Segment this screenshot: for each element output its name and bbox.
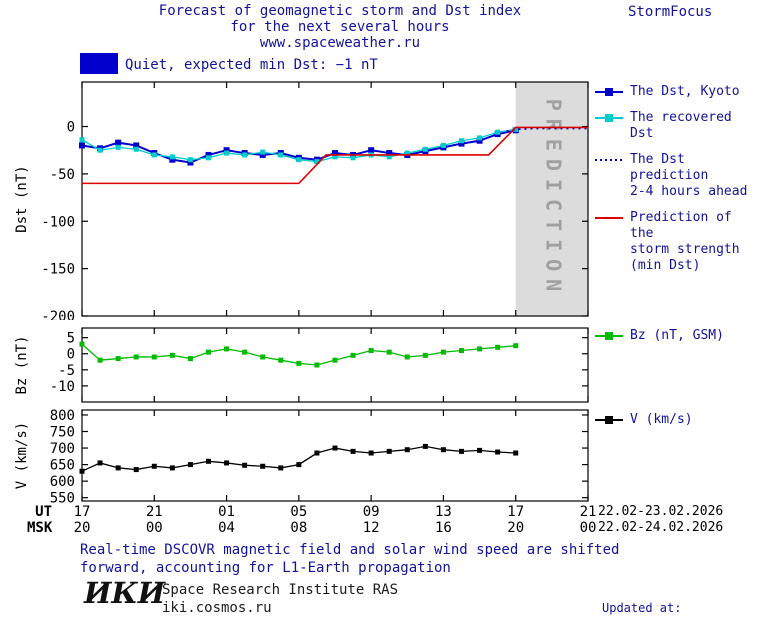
y-tick-label: -50 <box>50 167 75 183</box>
ut-tick-label: 05 <box>290 504 308 520</box>
y-tick-label: -150 <box>41 262 75 278</box>
y-tick-label: 0 <box>67 120 75 136</box>
ut-axis-label: UT <box>35 504 52 520</box>
legend-marker <box>595 332 623 340</box>
msk-axis-label: MSK <box>27 520 53 536</box>
y-axis-title: V (km/s) <box>14 422 30 489</box>
legend-label: V (km/s) <box>630 412 693 427</box>
msk-tick-label: 12 <box>362 520 380 536</box>
y-tick-label: -5 <box>58 363 75 379</box>
legend-marker <box>595 159 623 161</box>
legend-label: Prediction of the storm strength (min Ds… <box>630 210 740 273</box>
msk-tick-label: 08 <box>290 520 308 536</box>
ut-tick-label: 01 <box>218 504 235 520</box>
legend-item: The Dst, Kyoto <box>594 84 760 100</box>
legend-item: The recovered Dst <box>594 110 760 142</box>
x-axis-strip: UT MSK 17 20 21 00 01 04 05 08 09 12 13 16 17 20 21 00 … <box>0 504 760 540</box>
msk-tick-label: 04 <box>218 520 235 536</box>
updated-label: Updated at: <box>602 601 682 615</box>
plot-border <box>81 327 589 403</box>
legend-item: Prediction of the storm strength (min Ds… <box>594 210 760 274</box>
y-tick-label: 5 <box>67 331 75 347</box>
msk-tick-label: 00 <box>145 520 163 536</box>
ut-tick-label: 13 <box>434 504 452 520</box>
plot-border <box>81 81 589 317</box>
page-title: Forecast of geomagnetic storm and Dst in… <box>60 3 620 51</box>
series-v-km-s- <box>79 443 519 474</box>
institute-site: iki.cosmos.ru <box>162 600 272 616</box>
ut-tick-label: 21 <box>145 504 163 520</box>
y-tick-label: 700 <box>50 441 75 457</box>
msk-tick-label: 20 <box>507 520 525 536</box>
prediction-zone <box>515 82 588 316</box>
legend-label: Bz (nT, GSM) <box>630 328 724 343</box>
ut-tick-label: 21 <box>579 504 597 520</box>
title-line-1: Forecast of geomagnetic storm and Dst in… <box>158 3 522 19</box>
brand-stormfocus: StormFocus <box>628 4 713 20</box>
footnote: Real-time DSCOVR magnetic field and sola… <box>80 541 619 577</box>
series-the-recovered-dst <box>79 126 519 165</box>
iki-logo: ИКИ <box>84 576 166 610</box>
y-tick-label: 650 <box>50 458 75 474</box>
y-tick-label: 550 <box>50 491 75 505</box>
institute-name: Space Research Institute RAS <box>162 582 399 598</box>
legend-label: The recovered Dst <box>630 110 732 141</box>
y-tick-label: 750 <box>50 425 75 441</box>
dst-chart: PREDICTION 0 -50 -100 -150 -200 Dst (nT) <box>14 81 589 320</box>
y-tick-label: -100 <box>41 214 75 230</box>
legend-marker <box>595 416 623 424</box>
y-tick-label: -10 <box>50 379 75 395</box>
msk-tick-label: 20 <box>73 520 91 536</box>
legend-item: The Dst prediction 2-4 hours ahead <box>594 152 760 200</box>
y-tick-label: -200 <box>41 309 75 320</box>
series-prediction-of-the-storm-strength-min-dst- <box>82 126 588 185</box>
ut-tick-label: 09 <box>362 504 380 520</box>
status-color-swatch <box>80 53 118 74</box>
footnote-line-1: Real-time DSCOVR magnetic field and sola… <box>80 542 620 558</box>
y-tick-label: 800 <box>50 408 75 424</box>
legend-label: The Dst, Kyoto <box>630 84 740 99</box>
bz-legend: Bz (nT, GSM) <box>594 328 760 354</box>
dst-legend: The Dst, Kyoto The recovered Dst The Dst p… <box>594 84 760 284</box>
status-text: Quiet, expected min Dst: −1 nT <box>125 57 378 73</box>
y-axis-title: Dst (nT) <box>14 165 30 232</box>
v-legend: V (km/s) <box>594 412 760 438</box>
title-line-3: www.spaceweather.ru <box>259 35 421 51</box>
legend-label: The Dst prediction 2-4 hours ahead <box>630 152 748 199</box>
title-line-2: for the next several hours <box>230 19 450 35</box>
legend-marker <box>595 217 623 219</box>
legend-item: Bz (nT, GSM) <box>594 328 760 344</box>
plot-border <box>81 409 589 502</box>
legend-marker <box>595 88 623 96</box>
legend-marker <box>595 114 623 122</box>
prediction-zone-label: PREDICTION <box>541 99 565 299</box>
updated-block: Updated at: UT 17:05, 23.02.2026 MSK 20:… <box>602 568 754 620</box>
msk-tick-label: 00 <box>579 520 597 536</box>
legend-item: V (km/s) <box>594 412 760 428</box>
ut-tick-label: 17 <box>507 504 525 520</box>
ut-date-range: 22.02-23.02.2026 <box>598 504 724 519</box>
y-axis-title: Bz (nT) <box>14 335 30 394</box>
y-tick-label: 0 <box>67 347 75 363</box>
footnote-line-2: forward, accounting for L1-Earth propaga… <box>80 560 451 576</box>
series-bz-nt-gsm- <box>79 341 519 368</box>
bz-chart: 50-5-10 Bz (nT) <box>14 327 589 403</box>
y-tick-label: 600 <box>50 474 75 490</box>
msk-date-range: 22.02-24.02.2026 <box>598 520 724 535</box>
ut-tick-label: 17 <box>73 504 91 520</box>
msk-tick-label: 16 <box>434 520 452 536</box>
